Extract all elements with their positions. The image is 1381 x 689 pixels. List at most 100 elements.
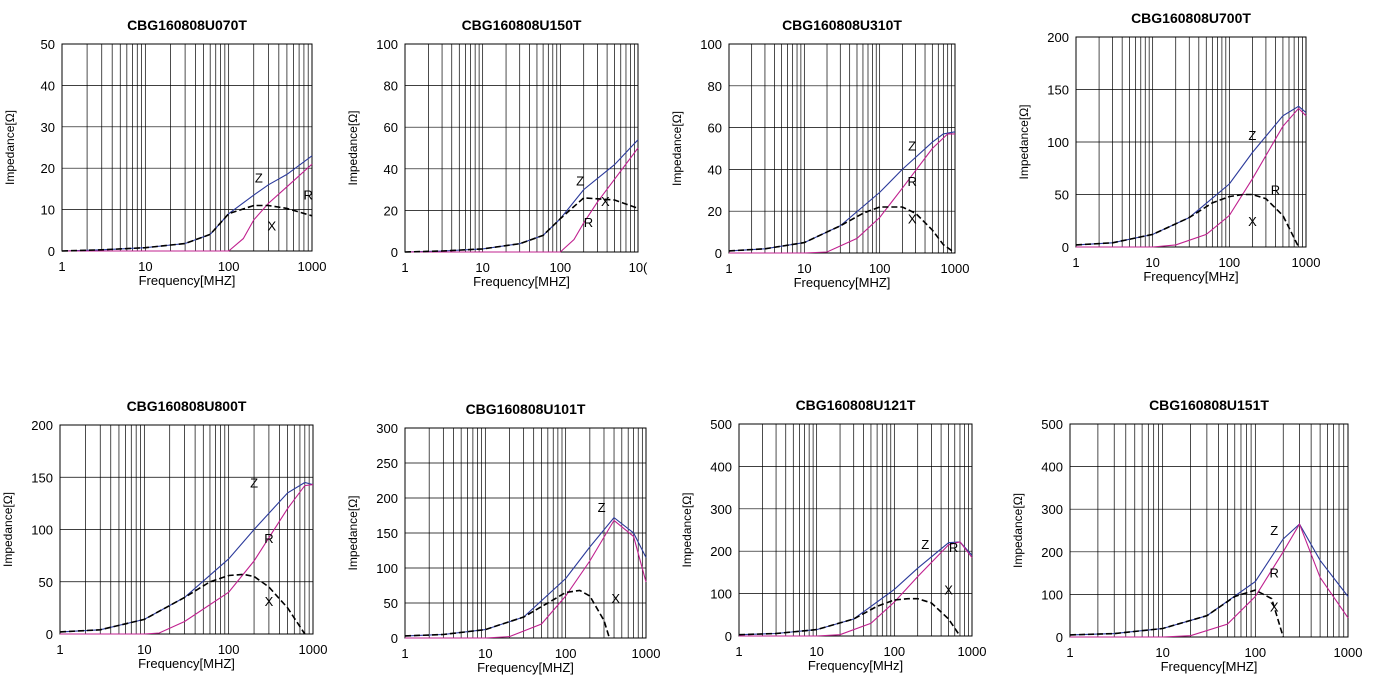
series-label: Z bbox=[250, 476, 258, 491]
y-tick-label: 300 bbox=[1041, 502, 1063, 517]
series-line-r bbox=[1070, 522, 1349, 638]
series-label: X bbox=[1248, 214, 1257, 229]
series-label: Z bbox=[921, 537, 929, 552]
x-tick-label: 1000 bbox=[958, 644, 987, 659]
series-line-z bbox=[1069, 523, 1349, 636]
plot-frame bbox=[404, 427, 647, 639]
y-tick-label: 300 bbox=[376, 421, 398, 436]
y-tick-label: 80 bbox=[708, 79, 722, 94]
y-tick-label: 500 bbox=[1041, 417, 1063, 432]
series-line-r bbox=[62, 163, 313, 252]
y-tick-label: 20 bbox=[41, 161, 55, 176]
x-tick-label: 100 bbox=[549, 260, 571, 275]
y-tick-label: 200 bbox=[376, 491, 398, 506]
x-tick-label: 1 bbox=[56, 642, 63, 657]
series-label: Z bbox=[908, 139, 916, 154]
chart-5: 0 50 100 150 200 1 10 100 1000 CBG160808U800T Freq… bbox=[1, 398, 327, 671]
y-tick-label: 20 bbox=[384, 203, 398, 218]
y-tick-label: 40 bbox=[708, 162, 722, 177]
x-tick-label: 10 bbox=[809, 644, 823, 659]
x-tick-label: 10( bbox=[629, 260, 648, 275]
y-tick-label: 0 bbox=[391, 631, 398, 646]
x-tick-label: 10 bbox=[797, 261, 811, 276]
y-tick-label: 20 bbox=[708, 204, 722, 219]
y-tick-label: 200 bbox=[710, 544, 732, 559]
series-line-x bbox=[728, 206, 956, 254]
y-tick-label: 80 bbox=[384, 79, 398, 94]
series-line-z bbox=[59, 481, 314, 633]
y-tick-label: 10 bbox=[41, 203, 55, 218]
series-line-r bbox=[729, 133, 955, 254]
series-label: X bbox=[908, 212, 917, 227]
y-tick-label: 30 bbox=[41, 120, 55, 135]
plot-frame bbox=[728, 43, 956, 254]
series-line-r bbox=[1076, 107, 1307, 248]
chart-title: CBG160808U151T bbox=[1149, 397, 1269, 413]
x-tick-label: 1 bbox=[401, 646, 408, 661]
plot-frame bbox=[1075, 36, 1307, 248]
series-label: R bbox=[303, 187, 312, 202]
y-axis-label: Impedance[Ω] bbox=[1, 492, 15, 567]
x-tick-label: 1000 bbox=[298, 259, 327, 274]
x-tick-label: 1 bbox=[725, 261, 732, 276]
x-axis-label: Frequency[MHZ] bbox=[794, 275, 891, 290]
y-tick-label: 100 bbox=[376, 561, 398, 576]
series-label: Z bbox=[1248, 128, 1256, 143]
plot-frame bbox=[404, 43, 639, 253]
x-axis-label: Frequency[MHZ] bbox=[477, 660, 574, 675]
y-tick-label: 0 bbox=[725, 629, 732, 644]
series-line-x bbox=[1075, 193, 1300, 248]
y-axis-label: Impedance[Ω] bbox=[680, 492, 694, 567]
y-axis-label: Impedance[Ω] bbox=[670, 111, 684, 186]
series-line-z bbox=[738, 541, 973, 636]
y-tick-label: 500 bbox=[710, 417, 732, 432]
x-tick-label: 1000 bbox=[1334, 645, 1363, 660]
x-tick-label: 100 bbox=[1244, 645, 1266, 660]
x-tick-label: 10 bbox=[1145, 255, 1159, 270]
chart-title: CBG160808U070T bbox=[127, 17, 247, 33]
series-line-x bbox=[1069, 589, 1284, 638]
y-tick-label: 400 bbox=[710, 459, 732, 474]
series-line-z bbox=[1075, 105, 1307, 246]
y-axis-label: Impedance[Ω] bbox=[1011, 493, 1025, 568]
series-label: X bbox=[601, 194, 610, 209]
series-line-x bbox=[59, 573, 306, 635]
series-line-r bbox=[739, 541, 973, 637]
plot-frame bbox=[1069, 423, 1349, 638]
y-tick-label: 0 bbox=[1062, 240, 1069, 255]
series-line-x bbox=[404, 589, 611, 639]
series-label: Z bbox=[576, 173, 584, 188]
y-tick-label: 50 bbox=[1055, 188, 1069, 203]
y-tick-label: 50 bbox=[41, 37, 55, 52]
y-tick-label: 150 bbox=[1047, 83, 1069, 98]
x-axis-label: Frequency[MHZ] bbox=[473, 274, 570, 289]
plot-frame bbox=[738, 423, 973, 637]
y-tick-label: 300 bbox=[710, 502, 732, 517]
series-label: R bbox=[907, 174, 916, 189]
x-tick-label: 100 bbox=[1218, 255, 1240, 270]
x-tick-label: 100 bbox=[883, 644, 905, 659]
series-line-x bbox=[404, 197, 639, 253]
x-tick-label: 10 bbox=[137, 642, 151, 657]
x-tick-label: 10 bbox=[475, 260, 489, 275]
y-tick-label: 50 bbox=[39, 575, 53, 590]
y-tick-label: 200 bbox=[31, 418, 53, 433]
chart-3: 0 20 40 60 80 100 1 10 100 1000 CBG160808U310T Freq… bbox=[670, 17, 969, 290]
chart-2: 0 20 40 60 80 100 1 10 100 10(CBG160808U150T Frequ… bbox=[346, 17, 648, 289]
y-tick-label: 100 bbox=[710, 587, 732, 602]
x-tick-label: 10 bbox=[138, 259, 152, 274]
x-tick-label: 10 bbox=[478, 646, 492, 661]
y-tick-label: 100 bbox=[376, 37, 398, 52]
y-tick-label: 60 bbox=[384, 120, 398, 135]
series-label: Z bbox=[598, 500, 606, 515]
x-tick-label: 1000 bbox=[632, 646, 661, 661]
y-tick-label: 150 bbox=[376, 526, 398, 541]
y-tick-label: 60 bbox=[708, 121, 722, 136]
y-tick-label: 100 bbox=[1047, 135, 1069, 150]
series-label: X bbox=[1270, 599, 1279, 614]
series-label: R bbox=[264, 531, 273, 546]
series-label: X bbox=[265, 594, 274, 609]
x-tick-label: 1000 bbox=[299, 642, 328, 657]
chart-8: 0 100 200 300 400 500 1 10 100 1000 CBG160808U151T… bbox=[1011, 397, 1362, 674]
